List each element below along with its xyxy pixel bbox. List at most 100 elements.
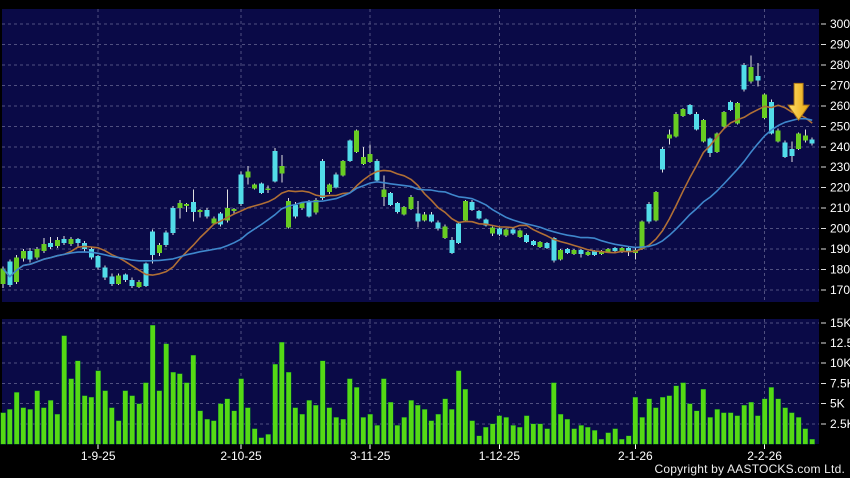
candle-up [802, 135, 808, 141]
candle-up [517, 230, 523, 237]
volume-bar [646, 398, 652, 445]
volume-bar [279, 342, 285, 445]
volume-bar [591, 430, 598, 445]
volume-bar [7, 409, 13, 445]
candle-up [571, 250, 577, 255]
volume-bar [523, 415, 530, 445]
volume-bar [258, 437, 265, 445]
candle-down [483, 219, 489, 226]
price-panel [2, 9, 819, 302]
candle-up [197, 210, 203, 213]
volume-bar [415, 405, 421, 445]
volume-bar [585, 426, 591, 445]
volume-bar [428, 420, 435, 445]
volume-bar [605, 432, 611, 445]
price-axis-label: 290 [830, 37, 850, 51]
volume-bar [714, 409, 720, 445]
volume-bar [95, 370, 101, 445]
volume-bar [462, 388, 469, 445]
candle-down [592, 251, 598, 256]
volume-bar [333, 417, 339, 445]
volume-bar [285, 371, 292, 445]
candle-up [340, 161, 346, 176]
volume-bar [435, 413, 441, 445]
volume-bar [367, 413, 373, 445]
volume-bar [632, 396, 639, 445]
volume-bar [353, 387, 360, 445]
volume-bar [748, 401, 754, 445]
volume-bar [394, 425, 401, 445]
volume-bar [102, 390, 108, 445]
candle-down [755, 76, 761, 81]
candle-down [551, 237, 557, 261]
price-axis-label: 190 [830, 242, 850, 256]
volume-bar [211, 420, 217, 445]
x-axis-label: 3-11-25 [350, 449, 391, 463]
candle-up [503, 229, 509, 236]
volume-bar [598, 439, 605, 445]
volume-bar [299, 413, 305, 445]
candle-down [449, 239, 455, 254]
volume-bar [625, 435, 632, 445]
candle-up [462, 201, 468, 221]
candle-up [775, 130, 781, 142]
candle-down [122, 274, 128, 280]
candle-down [687, 104, 693, 114]
price-axis-label: 270 [830, 78, 850, 92]
volume-bar [20, 407, 27, 445]
candle-up [252, 184, 258, 189]
candle-down [435, 222, 441, 229]
volume-bar [340, 418, 346, 445]
candle-down [170, 208, 176, 233]
candle-up [673, 114, 679, 137]
candle-down [510, 229, 516, 234]
volume-bar [693, 410, 700, 445]
candle-up [265, 188, 271, 190]
candle-up [721, 112, 727, 127]
volume-bar [156, 390, 163, 445]
volume-bar [455, 370, 462, 445]
volume-bar [319, 360, 326, 445]
volume-bar [115, 420, 122, 445]
volume-bar [687, 403, 693, 445]
volume-bar [217, 403, 224, 445]
candle-up [0, 268, 6, 284]
volume-bar [41, 407, 47, 445]
volume-bar [755, 415, 761, 445]
x-axis-label: 1-12-25 [479, 449, 521, 463]
volume-bar [761, 398, 768, 445]
volume-axis-label: 7.5K [830, 376, 850, 390]
volume-bar [197, 410, 203, 445]
candle-down [809, 139, 815, 144]
volume-bar [659, 396, 666, 445]
volume-bar [61, 335, 67, 445]
volume-bar [231, 410, 237, 445]
candle-down [646, 204, 652, 222]
candle-down [95, 256, 101, 268]
volume-bar [47, 400, 54, 445]
volume-bar [143, 382, 149, 445]
price-axis-label: 300 [830, 17, 850, 31]
candle-up [558, 250, 564, 260]
volume-bar [27, 409, 33, 445]
volume-axis-label: 10K [830, 356, 850, 370]
candle-up [408, 196, 414, 210]
volume-bar [13, 392, 20, 445]
volume-bar [551, 382, 557, 445]
price-axis-label: 170 [830, 283, 850, 297]
volume-bar [81, 395, 88, 445]
candle-down [272, 150, 278, 182]
volume-bar [163, 343, 169, 445]
candle-up [156, 245, 162, 254]
candle-up [714, 133, 720, 152]
volume-bar [54, 413, 61, 445]
candle-down [496, 228, 502, 235]
volume-bar [537, 423, 543, 445]
candle-down [612, 248, 618, 252]
candle-down [61, 238, 67, 243]
candle-up [286, 201, 292, 228]
volume-axis-label: 15K [830, 316, 850, 330]
volume-bar [707, 417, 713, 445]
candle-down [728, 101, 734, 110]
candle-down [768, 101, 774, 134]
